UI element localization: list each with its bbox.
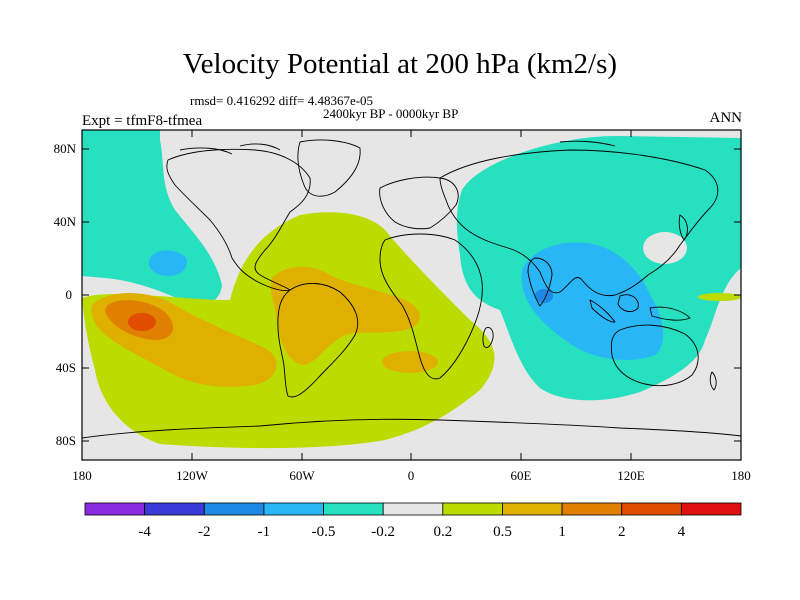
contour-pos-mid-atlantic [270,266,420,365]
coast-madagascar [482,327,494,349]
contour-neg-light-west [82,140,222,305]
lat-label-0: 0 [66,287,73,302]
lat-label-40n: 40N [54,214,77,229]
coast-new-guinea [649,306,691,321]
contour-neg-mid-pacific [148,250,187,277]
colorbar-label: -4 [138,524,151,540]
period-subtitle: 2400kyr BP - 0000kyr BP [323,106,459,121]
colorbar-swatch [561,502,623,516]
contour-pos-max-spot [128,313,156,331]
colorbar-labels: -4 -2 -1 -0.5 -0.2 0.2 0.5 1 2 4 [138,524,685,540]
coast-sumatra [589,299,616,323]
colorbar-label: -1 [258,524,271,540]
colorbar-label: -0.5 [312,524,336,540]
lat-label-40s: 40S [56,360,76,375]
stats-subtitle: rmsd= 0.416292 diff= 4.48367e-05 [190,93,374,108]
coast-australia [610,324,699,387]
colorbar-label: 0.5 [493,524,512,540]
page-title: Velocity Potential at 200 hPa (km2/s) [182,48,618,80]
map-panel [82,130,741,460]
coast-arctic-islands [179,140,616,155]
lat-ticks [82,148,741,442]
coast-europe [379,176,459,230]
colorbar-swatch [263,502,324,516]
coast-new-zealand [709,371,717,391]
coastlines [82,139,741,439]
lon-tick-labels: 180 120W 60W 0 60E 120E 180 [72,468,751,483]
contour-neg-light-arctic [82,130,160,142]
contour-gap-japan [643,232,687,264]
coast-india [527,257,553,307]
coast-antarctica [82,418,741,439]
contour-gap-pacific [698,293,741,301]
lon-label-0: 0 [408,468,415,483]
colorbar-swatch [84,502,146,516]
colorbar-swatch [442,502,503,516]
lon-label-60e: 60E [511,468,532,483]
colorbar-swatch [203,502,265,516]
colorbar-swatch [621,502,682,516]
colorbar-swatch [680,502,742,516]
colorbar-swatch [382,502,444,516]
lat-label-80s: 80S [56,433,76,448]
lon-ticks [81,130,742,460]
colorbar-swatches [84,502,742,516]
contour-pos-mid-southatlantic [382,351,438,373]
coast-north-america [166,148,311,291]
coast-asia [439,149,719,297]
contour-neg-deep-spot [535,289,553,303]
coast-greenland [297,139,361,197]
colorbar-swatch [502,502,563,516]
lon-label-60w: 60W [289,468,315,483]
colorbar-label: 1 [558,524,566,540]
colorbar-swatch [144,502,205,516]
lat-tick-labels: 80N 40N 0 40S 80S [54,141,77,448]
lon-label-120w: 120W [176,468,209,483]
lon-label-180e: 180 [731,468,751,483]
colorbar-label: -2 [198,524,211,540]
colorbar-label: 4 [678,524,686,540]
colorbar: -4 -2 -1 -0.5 -0.2 0.2 0.5 1 2 4 [84,502,742,540]
season-label: ANN [709,110,743,126]
colorbar-label: 2 [618,524,626,540]
lat-label-80n: 80N [54,141,77,156]
coast-south-america [277,283,359,398]
colorbar-swatch [323,502,384,516]
colorbar-label: -0.2 [371,524,395,540]
lon-label-180w: 180 [72,468,92,483]
lon-label-120e: 120E [617,468,645,483]
experiment-label: Expt = tfmF8-tfmea [82,113,203,129]
coast-japan [678,214,688,241]
colorbar-label: 0.2 [433,524,452,540]
coast-borneo [617,294,639,312]
coast-africa [379,233,483,380]
